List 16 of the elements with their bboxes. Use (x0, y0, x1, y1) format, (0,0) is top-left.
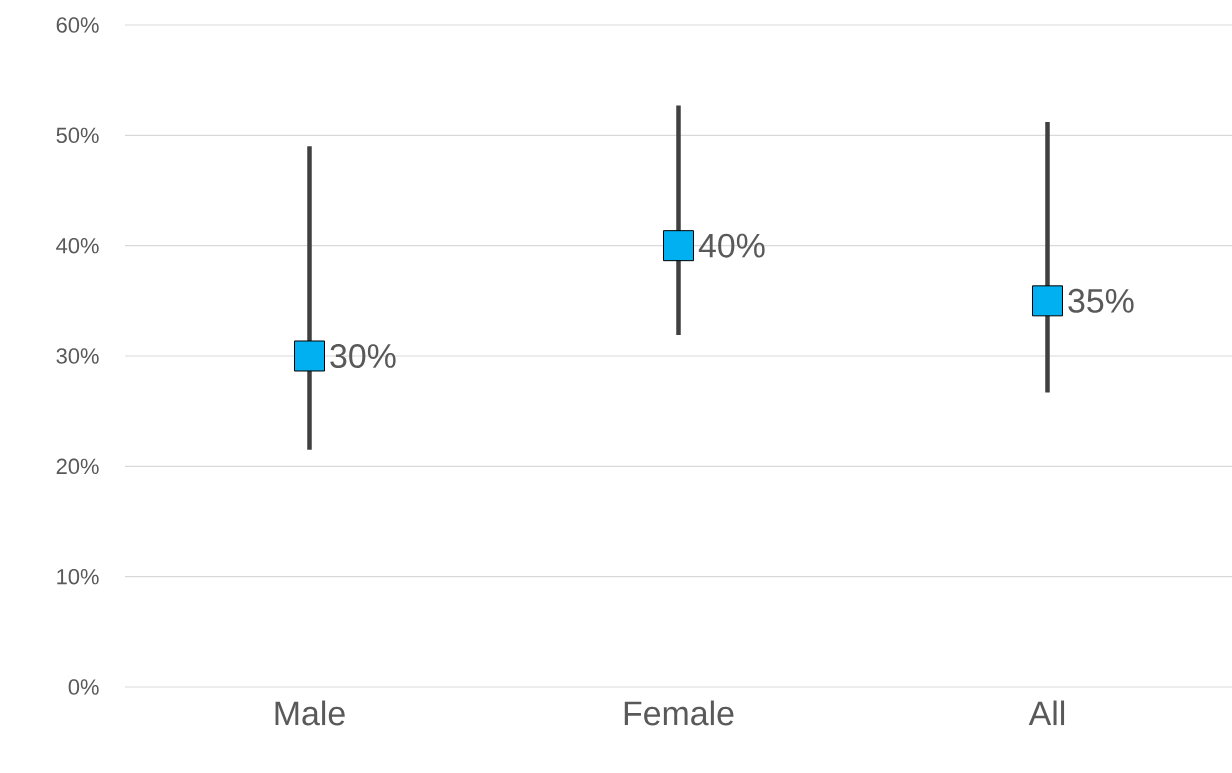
data-label: 35% (1068, 288, 1134, 313)
data-label: 40% (698, 233, 765, 258)
data-label: 30% (330, 344, 396, 368)
x-tick-label: All (1028, 700, 1065, 726)
y-tick-label: 30% (56, 348, 99, 364)
point (1032, 285, 1063, 317)
x-tick-label: Male (275, 700, 345, 726)
y-tick-label: 0% (68, 679, 99, 695)
y-tick-label: 50% (56, 127, 99, 144)
y-tick-label: 40% (56, 237, 99, 254)
y-tick-label: 20% (56, 458, 99, 475)
x-tick-label: Female (624, 700, 734, 726)
point (663, 230, 694, 262)
point (294, 340, 325, 372)
y-tick-label: 10% (57, 568, 99, 585)
y-tick-label: 60% (56, 17, 99, 33)
